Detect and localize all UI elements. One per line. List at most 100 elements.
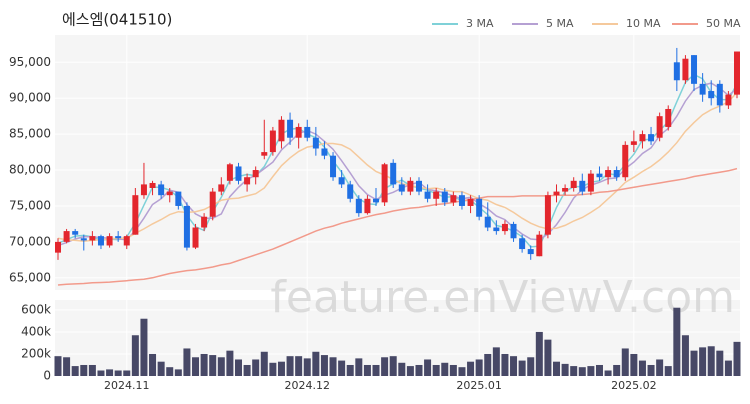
y-tick-label: 600k <box>21 302 51 316</box>
candle-body <box>373 198 380 203</box>
candle-body <box>201 216 208 228</box>
volume-bar <box>286 356 294 376</box>
volume-bar <box>595 364 603 376</box>
candle-body <box>673 62 680 81</box>
volume-bar <box>149 353 157 376</box>
candle-body <box>596 173 603 178</box>
volume-bar <box>209 355 217 376</box>
volume-bar <box>733 341 741 376</box>
y-tick-label: 80,000 <box>9 163 51 177</box>
candle-body <box>364 198 371 214</box>
candle-body <box>295 126 302 138</box>
candle-body <box>682 58 689 81</box>
volume-bar <box>492 347 500 376</box>
legend-label: 5 MA <box>546 17 574 30</box>
volume-bar <box>166 367 174 376</box>
y-tick-label: 65,000 <box>9 270 51 284</box>
volume-bar <box>638 360 646 376</box>
candle-body <box>390 162 397 185</box>
candle-body <box>622 144 629 178</box>
volume-bar <box>295 356 303 376</box>
volume-bar <box>97 370 105 376</box>
volume-bar <box>372 364 380 376</box>
ma-line <box>57 167 738 286</box>
candle-body <box>527 249 534 255</box>
volume-bar <box>621 348 629 376</box>
volume-bar <box>303 358 311 376</box>
candle-body <box>407 180 414 192</box>
volume-bar <box>277 361 285 376</box>
candle-body <box>89 236 96 241</box>
candle-body <box>639 134 646 142</box>
candle-body <box>252 170 259 178</box>
volume-bar <box>681 335 689 376</box>
volume-bar <box>398 362 406 376</box>
candle-body <box>587 173 594 192</box>
candle-body <box>175 191 182 206</box>
candle-body <box>467 198 474 206</box>
candle-body <box>613 170 620 178</box>
volume-bar <box>441 362 449 376</box>
volume-bar <box>527 357 535 376</box>
legend-label: 10 MA <box>626 17 661 30</box>
volume-bar <box>467 361 475 376</box>
volume-bar <box>664 366 672 376</box>
volume-bar <box>724 360 732 376</box>
x-tick-label: 2025.01 <box>456 379 502 392</box>
volume-bar <box>329 357 337 376</box>
y-tick-label: 200k <box>21 346 51 360</box>
volume-bar <box>432 364 440 376</box>
volume-bar <box>647 364 655 376</box>
volume-bar <box>217 357 225 376</box>
candle-body <box>149 182 156 188</box>
volume-bar <box>553 361 561 376</box>
candle-body <box>347 184 354 199</box>
volume-bar <box>381 357 389 376</box>
candle-body <box>433 191 440 199</box>
candle-body <box>450 195 457 203</box>
volume-bar <box>243 364 251 376</box>
candle-body <box>536 234 543 257</box>
x-tick-label: 2025.02 <box>611 379 657 392</box>
price-panel <box>55 35 740 290</box>
candle-body <box>424 191 431 199</box>
volume-bar <box>449 364 457 376</box>
volume-bar <box>544 339 552 376</box>
candle-body <box>570 180 577 188</box>
ma-line <box>57 91 738 242</box>
volume-bar <box>535 331 543 376</box>
candle-body <box>63 231 70 242</box>
candle-body <box>725 94 732 106</box>
candle-body <box>278 119 285 142</box>
volume-bar <box>604 370 612 376</box>
candle-body <box>287 119 294 138</box>
y-tick-label: 95,000 <box>9 55 51 69</box>
candle-body <box>355 198 362 214</box>
candle-body <box>734 51 740 95</box>
volume-bar <box>338 360 346 376</box>
candle-body <box>72 231 79 235</box>
volume-bar <box>415 364 423 376</box>
volume-bar <box>475 359 483 376</box>
candle-body <box>330 155 337 178</box>
x-tick-label: 2024.11 <box>104 379 150 392</box>
watermark: feature.enViewV.com <box>270 272 735 323</box>
y-tick-label: 0 <box>43 369 51 383</box>
candle-body <box>244 177 251 185</box>
volume-bar <box>226 350 234 376</box>
candle-body <box>304 126 311 138</box>
candle-body <box>192 227 199 248</box>
candle-body <box>476 198 483 217</box>
candle-body <box>648 134 655 142</box>
candle-body <box>183 205 190 248</box>
volume-bar <box>690 350 698 376</box>
volume-bar <box>174 369 182 376</box>
volume-bar <box>570 366 578 376</box>
candle-body <box>80 238 87 241</box>
candle-body <box>665 108 672 127</box>
candle-body <box>381 164 388 203</box>
volume-bar <box>458 367 466 376</box>
y-tick-label: 85,000 <box>9 127 51 141</box>
candle-body <box>708 91 715 99</box>
volume-bar <box>501 353 509 376</box>
